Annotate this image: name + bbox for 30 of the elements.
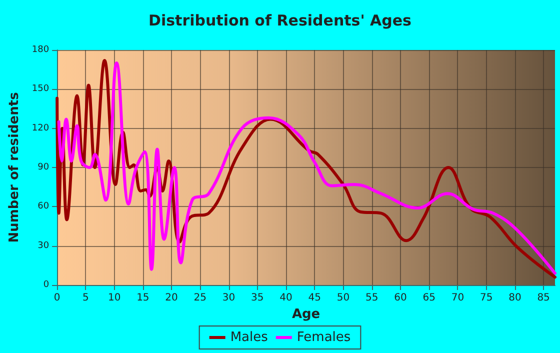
x-tick-label: 10 [108,292,121,304]
y-tick-label: 90 [38,162,50,172]
x-tick-label: 40 [280,292,292,304]
x-axis-title: Age [292,306,320,322]
x-tick-label: 30 [222,292,236,304]
y-tick-label: 150 [32,84,50,94]
x-tick-label: 75 [480,292,493,304]
x-tick-label: 80 [508,292,522,304]
x-tick-label: 15 [136,292,150,304]
x-tick-label: 60 [394,292,407,304]
x-tick-label: 85 [537,292,550,304]
y-tick-label: 30 [38,240,50,251]
y-axis-title: Number of residents [7,92,22,243]
y-tick-label: 0 [43,280,50,290]
x-tick-label: 0 [54,292,60,304]
x-tick-label: 65 [422,292,436,304]
x-tick-label: 45 [308,292,321,304]
y-tick-label: 60 [38,202,50,212]
x-tick-label: 50 [336,292,350,304]
legend-label: Males [230,330,268,345]
y-tick-label: 120 [32,123,50,134]
x-tick-label: 35 [251,292,264,304]
x-tick-label: 70 [451,292,464,304]
chart-title: Distribution of Residents' Ages [148,12,412,30]
x-tick-label: 55 [365,292,378,304]
legend-label: Females [296,330,351,345]
x-tick-label: 25 [194,292,207,304]
y-tick-label: 180 [32,45,50,55]
x-tick-label: 20 [165,292,178,304]
x-tick-label: 5 [82,292,89,304]
